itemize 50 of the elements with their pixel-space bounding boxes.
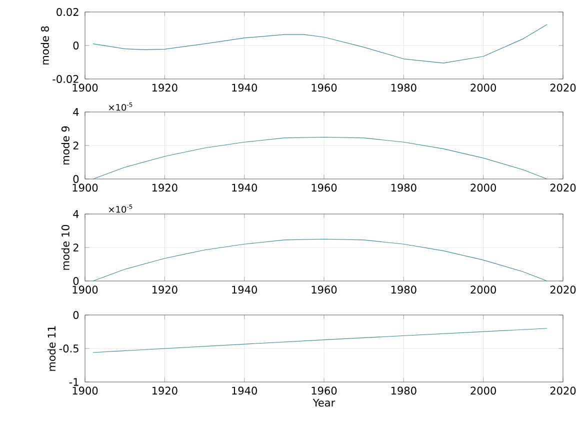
x-tick-label: 1900 bbox=[72, 286, 98, 294]
x-tick-label: 2020 bbox=[550, 386, 576, 395]
x-tick-label: 1920 bbox=[152, 184, 178, 192]
x-axis-title: Year bbox=[312, 398, 336, 407]
x-tick-label: 2000 bbox=[470, 386, 496, 395]
x-tick-label: 1900 bbox=[72, 386, 98, 395]
y-tick-label: 2 bbox=[73, 142, 78, 150]
x-tick-label: 1920 bbox=[152, 84, 178, 92]
x-tick-label: 2020 bbox=[550, 286, 576, 294]
x-tick-label: 2000 bbox=[470, 286, 496, 294]
x-tick-label: 1920 bbox=[152, 286, 178, 294]
line-series bbox=[92, 24, 548, 64]
y-axis-title: mode 8 bbox=[40, 26, 49, 64]
x-tick-label: 1960 bbox=[312, 184, 337, 192]
y-tick-label: 0 bbox=[73, 175, 79, 183]
x-tick-label: 1900 bbox=[72, 84, 98, 92]
y-tick-label: 2 bbox=[73, 244, 78, 252]
y-tick-label: -1 bbox=[69, 378, 78, 386]
x-tick-label: 1940 bbox=[232, 286, 257, 294]
x-tick-label: 1980 bbox=[391, 184, 416, 192]
x-tick-label: 1940 bbox=[232, 386, 257, 395]
y-tick-label: 0.02 bbox=[56, 8, 78, 16]
y-tick-label: 0 bbox=[73, 277, 79, 285]
y-tick-label: 0 bbox=[73, 42, 79, 50]
x-tick-label: 1960 bbox=[312, 84, 337, 92]
x-tick-label: 1960 bbox=[312, 386, 337, 395]
line-series bbox=[92, 238, 548, 282]
y-tick-label: -0.02 bbox=[52, 75, 78, 83]
y-axis-title: mode 11 bbox=[48, 326, 56, 371]
y-tick-label: -0.5 bbox=[59, 344, 78, 352]
x-tick-label: 1980 bbox=[391, 386, 416, 395]
x-tick-label: 1940 bbox=[232, 84, 257, 92]
text: ×10$^{-5}$ bbox=[108, 102, 132, 111]
x-tick-label: 1940 bbox=[232, 184, 257, 192]
x-tick-label: 2020 bbox=[550, 184, 576, 192]
y-axis-title: mode 9 bbox=[61, 126, 70, 164]
x-tick-label: 1900 bbox=[72, 184, 98, 192]
x-tick-label: 2020 bbox=[550, 84, 576, 92]
x-tick-label: 1980 bbox=[391, 84, 416, 92]
y-tick-label: 0 bbox=[73, 311, 79, 319]
y-tick-label: 4 bbox=[73, 108, 79, 116]
line-series bbox=[92, 136, 548, 180]
text: ×10$^{-5}$ bbox=[108, 204, 132, 213]
x-tick-label: 2000 bbox=[470, 84, 496, 92]
x-tick-label: 1980 bbox=[391, 286, 416, 294]
y-tick-label: 4 bbox=[73, 210, 79, 218]
y-axis-title: mode 10 bbox=[61, 224, 70, 270]
x-tick-label: 1920 bbox=[152, 386, 178, 395]
x-tick-label: 2000 bbox=[470, 184, 496, 192]
x-tick-label: 1960 bbox=[312, 286, 337, 294]
